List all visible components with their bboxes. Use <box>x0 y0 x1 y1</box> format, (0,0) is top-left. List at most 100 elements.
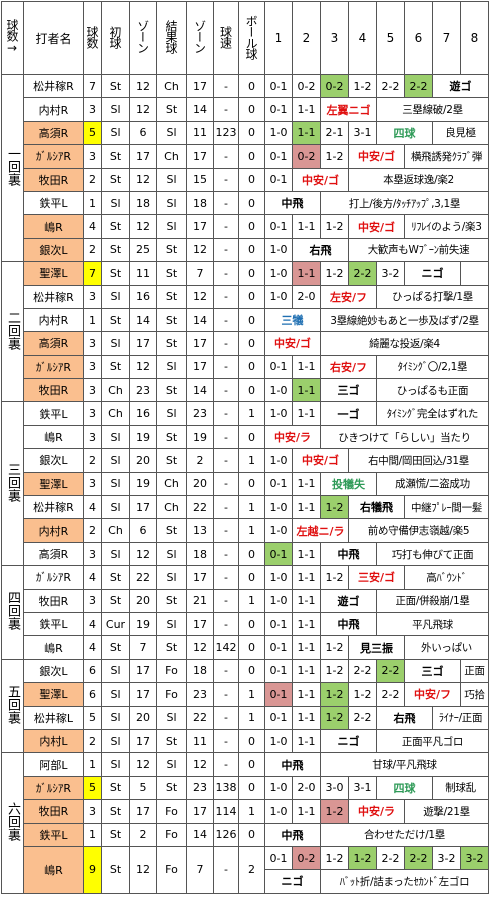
header-cell: 球数→ <box>1 1 24 75</box>
header-text: 6 <box>414 31 423 45</box>
speed: 126 <box>213 822 239 847</box>
batter-name: 鉄平L <box>23 190 84 216</box>
note-cell: 巧打も伸びて正面 <box>376 541 489 567</box>
batter-row: 四回裏 ｶﾞﾙｼｱR 4 St 22 Sl 17-0 1-0 1-1 1-2 三安/ゴ 高ﾊﾞｳﾝﾄﾞ <box>1 565 489 660</box>
first-zone: 12 <box>129 214 157 239</box>
first-zone: 6 <box>129 518 157 543</box>
ball-count: 0 <box>238 144 265 169</box>
batter-name: 高須R <box>23 541 84 567</box>
result-zone: 11 <box>186 728 214 754</box>
first-zone: 12 <box>129 167 157 192</box>
note-cell: 正面/併殺崩/1塁 <box>376 588 489 613</box>
count-cell: 1-0 <box>264 799 293 824</box>
result-pitch: St <box>156 261 187 286</box>
result-pitch: St <box>156 588 187 613</box>
first-zone: 12 <box>129 97 157 122</box>
header-cell: 1 <box>264 1 293 75</box>
header-text: 初球 <box>108 25 122 48</box>
pitch-count: 3 <box>83 588 102 613</box>
count-cell: 1-2 <box>320 682 349 707</box>
count-cell: 2-2 <box>376 845 405 871</box>
pitch-count: 7 <box>83 73 102 99</box>
batter-row: 内村R 3 Sl 12 St 14-0 0-1 1-1 左翼ニゴ 三塁線破/2塁 <box>2 97 489 122</box>
inning-cell: 四回裏 <box>1 565 24 660</box>
count-cell: 2-0 <box>292 284 321 309</box>
result-pitch: Sl <box>156 565 187 590</box>
result-zone: 22 <box>186 495 214 520</box>
first-pitch: Sl <box>101 728 130 754</box>
note-cell: 3塁線絶妙もあと一歩及ばず/2塁 <box>320 307 489 333</box>
first-pitch: Sl <box>101 495 130 520</box>
batter-row: 松井稼R 3 Sl 16 St 12-0 1-0 2-0 左安/フ ひっぱる打撃/1塁 <box>2 284 489 309</box>
ball-count: 1 <box>238 705 265 730</box>
batter-row: ｶﾞﾙｼｱR 3 St 12 Sl 17-0 0-1 1-1 右安/フ ﾀｲﾐﾝｸﾞ〇/2,1塁 <box>2 354 489 380</box>
result-pitch: Ch <box>156 73 187 99</box>
result-cell: 中安/ゴ <box>348 214 405 239</box>
pitch-count: 1 <box>83 822 102 847</box>
count-cell: 1-2 <box>320 799 349 824</box>
header-cell: 2 <box>292 1 321 75</box>
result-cell: 見三振 <box>348 635 405 660</box>
first-pitch: Sl <box>101 752 130 777</box>
batter-name: ｶﾞﾙｼｱR <box>23 144 84 169</box>
first-pitch: St <box>101 775 130 801</box>
count-cell: 1-1 <box>292 261 321 286</box>
batter-name: 鉄平L <box>23 822 84 847</box>
first-zone: 5 <box>129 775 157 801</box>
note-cell: 正面 <box>460 658 489 684</box>
pitch-count: 6 <box>83 682 102 707</box>
first-pitch: Sl <box>101 471 130 497</box>
count-cell: 1-0 <box>264 775 293 801</box>
speed: - <box>213 331 239 356</box>
ball-count: 0 <box>238 635 265 660</box>
first-zone: 25 <box>129 237 157 263</box>
count-cell: 1-0 <box>264 237 293 263</box>
speed: - <box>213 214 239 239</box>
result-zone: 18 <box>186 541 214 567</box>
batter-name: 嶋R <box>23 845 84 894</box>
ball-count: 0 <box>238 167 265 192</box>
note-cell: 正面平凡ゴロ <box>376 728 489 754</box>
first-zone: 12 <box>129 354 157 380</box>
speed: 123 <box>213 120 239 146</box>
header-cell: ゾーン <box>129 1 157 75</box>
speed: - <box>213 284 239 309</box>
batter-name: 内村R <box>23 307 84 333</box>
result-pitch: St <box>156 284 187 309</box>
result-cell: 左越ニ/ラ <box>292 518 349 543</box>
result-zone: 15 <box>186 167 214 192</box>
first-zone: 23 <box>129 378 157 403</box>
batter-name: 銀次L <box>23 658 84 684</box>
ball-count: 1 <box>238 401 265 426</box>
first-zone: 17 <box>129 728 157 754</box>
first-pitch: Ch <box>101 401 130 426</box>
first-zone: 20 <box>129 705 157 730</box>
ball-count: 0 <box>238 611 265 637</box>
result-pitch: St <box>156 635 187 660</box>
batter-row: 聖澤L 3 Sl 19 Ch 20-0 0-1 1-1 投犠失 成瀬慌/二盗成功 <box>2 471 489 497</box>
first-pitch: St <box>101 144 130 169</box>
pitch-count: 3 <box>83 401 102 426</box>
pitch-count: 2 <box>83 728 102 754</box>
count-cell: 0-1 <box>264 658 293 684</box>
header-text: 打者名 <box>35 31 72 46</box>
count-cell: 1-0 <box>264 728 293 754</box>
header-row: 球数→ 打者名 球数 初球 ゾーン 結果球 ゾーン 球速 ボール球 1 2 3 4 5 6 7 8 <box>1 1 489 75</box>
result-zone: 23 <box>186 775 214 801</box>
pitch-count: 4 <box>83 611 102 637</box>
note-cell: ﾗｲﾅｰ/正面 <box>432 705 489 730</box>
count-cell: 0-1 <box>264 73 293 99</box>
count-cell: 1-2 <box>320 658 349 684</box>
table-body: 一回裏 松井稼R 7 St 12 Ch 17-0 0-1 0-2 0-2 1-2 2-2 2-2 遊ゴ 内村… <box>1 73 489 894</box>
first-pitch: St <box>101 635 130 660</box>
header-cell: 5 <box>376 1 405 75</box>
inning-label: 六回裏 <box>5 802 20 841</box>
pitch-count: 3 <box>83 144 102 169</box>
ball-count: 0 <box>238 237 265 263</box>
ball-count: 0 <box>238 822 265 847</box>
first-pitch: Sl <box>101 284 130 309</box>
result-cell: 中安/ゴ <box>292 167 349 192</box>
first-pitch: St <box>101 261 130 286</box>
speed: - <box>213 144 239 169</box>
result-cell: 中安/ゴ <box>348 144 405 169</box>
